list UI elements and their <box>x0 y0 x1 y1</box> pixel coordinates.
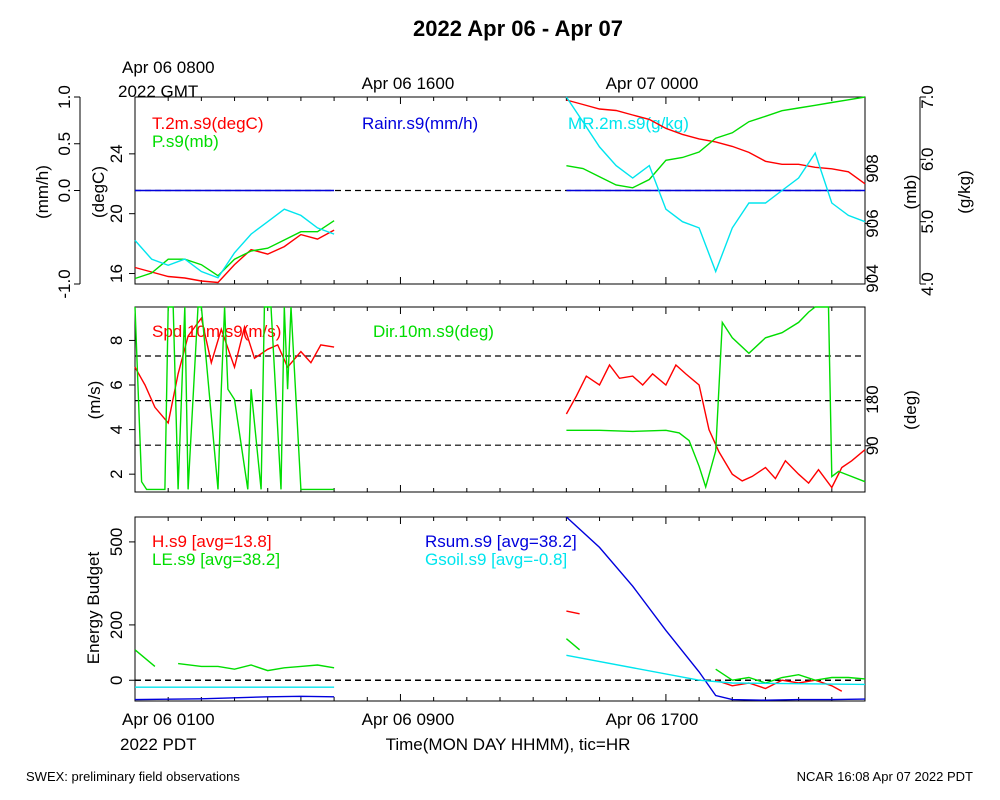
series-line-blue-1 <box>565 517 865 701</box>
series-line-speed-1 <box>565 363 866 489</box>
top-axis-label-first-1: Apr 06 0800 <box>122 58 215 77</box>
top-axis-label: Apr 06 1600 <box>362 74 455 93</box>
top-axis-label-first-2: 2022 GMT <box>118 82 198 101</box>
direction-axis-tick-label: 90 <box>863 436 882 455</box>
axis-label-mixing-ratio: (g/kg) <box>955 170 974 213</box>
axis-label-rain: (mm/h) <box>33 165 52 219</box>
legend-mixing-ratio: MR.2m.s9(g/kg) <box>568 114 689 133</box>
series-line-press-1 <box>566 96 866 189</box>
axis-label-energy: Energy Budget <box>84 551 103 664</box>
series-line-temp-0 <box>134 229 335 284</box>
direction-axis-tick-label: 180 <box>863 385 882 413</box>
pressure-axis-tick-label: 908 <box>863 154 882 182</box>
mr-axis-tick-label: 7.0 <box>918 85 937 109</box>
speed-axis-tick-label: 6 <box>107 380 126 389</box>
series-line-blue-0 <box>135 695 335 701</box>
temp-axis-tick-label: 20 <box>107 204 126 223</box>
series-line-press-0 <box>134 220 335 280</box>
axis-label-pressure: (mb) <box>901 175 920 210</box>
rain-axis-tick-label: 1.0 <box>55 85 74 109</box>
series-line-red-1 <box>715 679 843 692</box>
temp-axis-tick-label: 24 <box>107 144 126 163</box>
mr-axis-tick-label: 4.0 <box>918 272 937 296</box>
energy-axis-tick-label: 200 <box>107 611 126 639</box>
legend-soil-heat: Gsoil.s9 [avg=-0.8] <box>425 550 567 569</box>
series-line-green-0 <box>135 649 156 667</box>
legend-rsum: Rsum.s9 [avg=38.2] <box>425 532 577 551</box>
series-line-mr-1 <box>565 96 866 274</box>
mr-axis-tick-label: 6.0 <box>918 148 937 172</box>
series-line-temp-1 <box>566 99 866 185</box>
rain-axis-tick-label: 0.5 <box>55 132 74 156</box>
rain-axis-tick-label: -1.0 <box>55 269 74 298</box>
series-line-speed-0 <box>134 316 335 425</box>
speed-axis-tick-label: 4 <box>107 425 126 434</box>
legend-pressure: P.s9(mb) <box>152 132 219 151</box>
top-axis-label: Apr 07 0000 <box>606 74 699 93</box>
chart-title: 2022 Apr 06 - Apr 07 <box>413 16 623 41</box>
footer-left: SWEX: preliminary field observations <box>26 769 240 784</box>
series-line-cyan-1 <box>566 654 865 686</box>
pressure-axis-tick-label: 906 <box>863 209 882 237</box>
mr-axis-tick-label: 5.0 <box>918 210 937 234</box>
energy-axis-tick-label: 500 <box>107 528 126 556</box>
legend-latent-heat: LE.s9 [avg=38.2] <box>152 550 280 569</box>
speed-axis-tick-label: 2 <box>107 469 126 478</box>
legend-temperature: T.2m.s9(degC) <box>152 114 263 133</box>
legend-wind-direction: Dir.10m.s9(deg) <box>373 322 494 341</box>
footer-right: NCAR 16:08 Apr 07 2022 PDT <box>797 769 973 784</box>
legend-wind-speed: Spd.10m.s9(m/s) <box>152 322 281 341</box>
series-line-green-1 <box>178 662 335 672</box>
series-line-green-2 <box>565 638 581 651</box>
bottom-axis-label: Apr 06 1700 <box>606 710 699 729</box>
axis-label-speed: (m/s) <box>85 381 104 420</box>
x-axis-title: Time(MON DAY HHMM), tic=HR <box>386 735 631 754</box>
bottom-axis-label-first-1: Apr 06 0100 <box>122 710 215 729</box>
axis-label-direction: (deg) <box>901 390 920 430</box>
rain-axis-tick-label: 0.0 <box>55 179 74 203</box>
energy-axis-tick-label: 0 <box>107 676 126 685</box>
speed-axis-tick-label: 8 <box>107 336 126 345</box>
series-line-red-0 <box>566 610 580 615</box>
bottom-axis-label-first-2: 2022 PDT <box>120 735 197 754</box>
temp-axis-tick-label: 16 <box>107 264 126 283</box>
axis-label-temp: (degC) <box>89 166 108 218</box>
pressure-axis-tick-label: 904 <box>863 264 882 292</box>
series-line-green-3 <box>715 668 865 684</box>
bottom-axis-label: Apr 06 0900 <box>362 710 455 729</box>
legend-sensible-heat: H.s9 [avg=13.8] <box>152 532 272 551</box>
legend-rain-rate: Rainr.s9(mm/h) <box>362 114 478 133</box>
series-line-dir-1 <box>566 306 866 490</box>
series-line-mr-0 <box>134 208 335 279</box>
series-line-dir-0 <box>134 306 335 491</box>
